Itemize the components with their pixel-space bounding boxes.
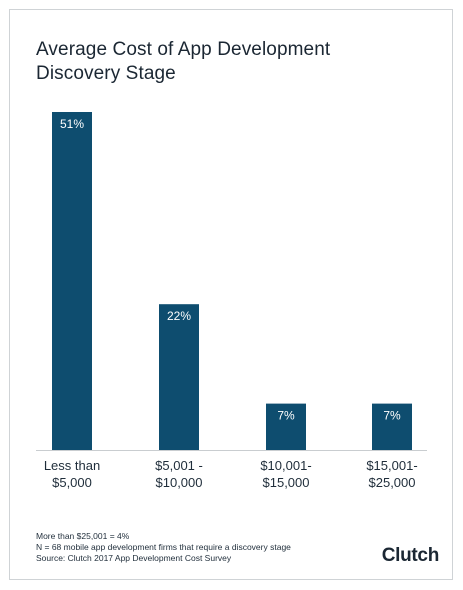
- category-label-3-0: $15,001-: [366, 458, 417, 473]
- category-label-0-1: $5,000: [52, 475, 92, 490]
- chart-title-line-2: Discovery Stage: [36, 63, 176, 84]
- chart-title-line-1: Average Cost of App Development: [36, 39, 331, 60]
- bar-1: [159, 304, 199, 450]
- bar-3: [372, 403, 412, 450]
- clutch-logo: Clutch: [381, 545, 440, 566]
- note-source: Source: Clutch 2017 App Development Cost…: [36, 553, 232, 563]
- value-label-2: 7%: [277, 409, 295, 423]
- value-label-0: 51%: [60, 117, 84, 131]
- category-label-1-0: $5,001 -: [155, 458, 203, 473]
- chart-notes: More than $25,001 = 4% N = 68 mobile app…: [36, 531, 291, 564]
- chart-title: Average Cost of App Development Discover…: [36, 38, 426, 86]
- bar-0: [52, 112, 92, 450]
- category-label-1-1: $10,000: [156, 475, 203, 490]
- category-label-0-0: Less than: [44, 458, 100, 473]
- value-label-3: 7%: [383, 409, 401, 423]
- category-label-2-0: $10,001-: [260, 458, 311, 473]
- value-label-1: 22%: [167, 309, 191, 323]
- note-more-than: More than $25,001 = 4%: [36, 531, 130, 541]
- bar-2: [266, 403, 306, 450]
- category-label-2-1: $15,000: [263, 475, 310, 490]
- category-label-3-1: $25,000: [369, 475, 416, 490]
- note-sample-size: N = 68 mobile app development firms that…: [36, 542, 291, 552]
